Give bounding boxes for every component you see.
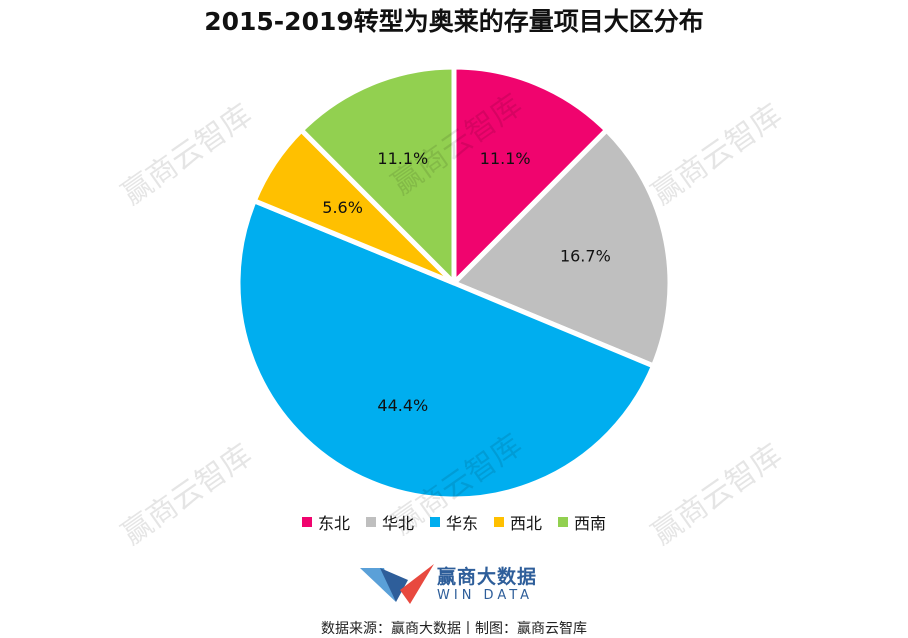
- legend-label-0: 东北: [317, 514, 350, 533]
- pie-chart: 11.1% 16.7% 44.4% 5.6% 11.1%: [235, 64, 673, 502]
- legend-swatch-3: [494, 517, 504, 527]
- legend-label-4: 西南: [574, 514, 607, 533]
- pie-label-2: 44.4%: [377, 396, 428, 415]
- legend-swatch-4: [558, 517, 569, 527]
- chart-legend: 东北 华北 华东 西北 西南: [0, 510, 908, 534]
- pie-label-4: 11.1%: [377, 149, 428, 168]
- pie-slice-4: [298, 64, 457, 286]
- pie-label-1: 16.7%: [560, 246, 611, 265]
- brand-sub: WIN DATA: [437, 588, 534, 603]
- legend-item-4: 西南: [558, 510, 606, 534]
- legend-swatch-1: [365, 517, 376, 527]
- legend-item-0: 东北: [301, 510, 350, 534]
- pie-label-0: 11.1%: [480, 149, 531, 168]
- pie-slice-1: [451, 127, 673, 369]
- pie-slice-0: [451, 64, 610, 286]
- legend-item-1: 华北: [365, 510, 414, 534]
- chart-title: 2015-2019转型为奥莱的存量项目大区分布: [204, 7, 704, 36]
- pie-label-3: 5.6%: [322, 198, 363, 217]
- legend-label-2: 华东: [445, 514, 478, 533]
- legend-swatch-0: [301, 517, 312, 527]
- legend-label-3: 西北: [510, 514, 543, 533]
- legend-label-1: 华北: [381, 514, 414, 533]
- brand-name: 赢商大数据: [437, 566, 538, 588]
- legend-item-3: 西北: [494, 510, 542, 534]
- source-line: 数据来源：赢商大数据丨制图：赢商云智库: [321, 621, 587, 637]
- legend-swatch-2: [429, 517, 440, 527]
- pie-slice-2: [235, 198, 656, 502]
- legend-item-2: 华东: [429, 510, 478, 534]
- win-data-logo-icon: [360, 564, 434, 604]
